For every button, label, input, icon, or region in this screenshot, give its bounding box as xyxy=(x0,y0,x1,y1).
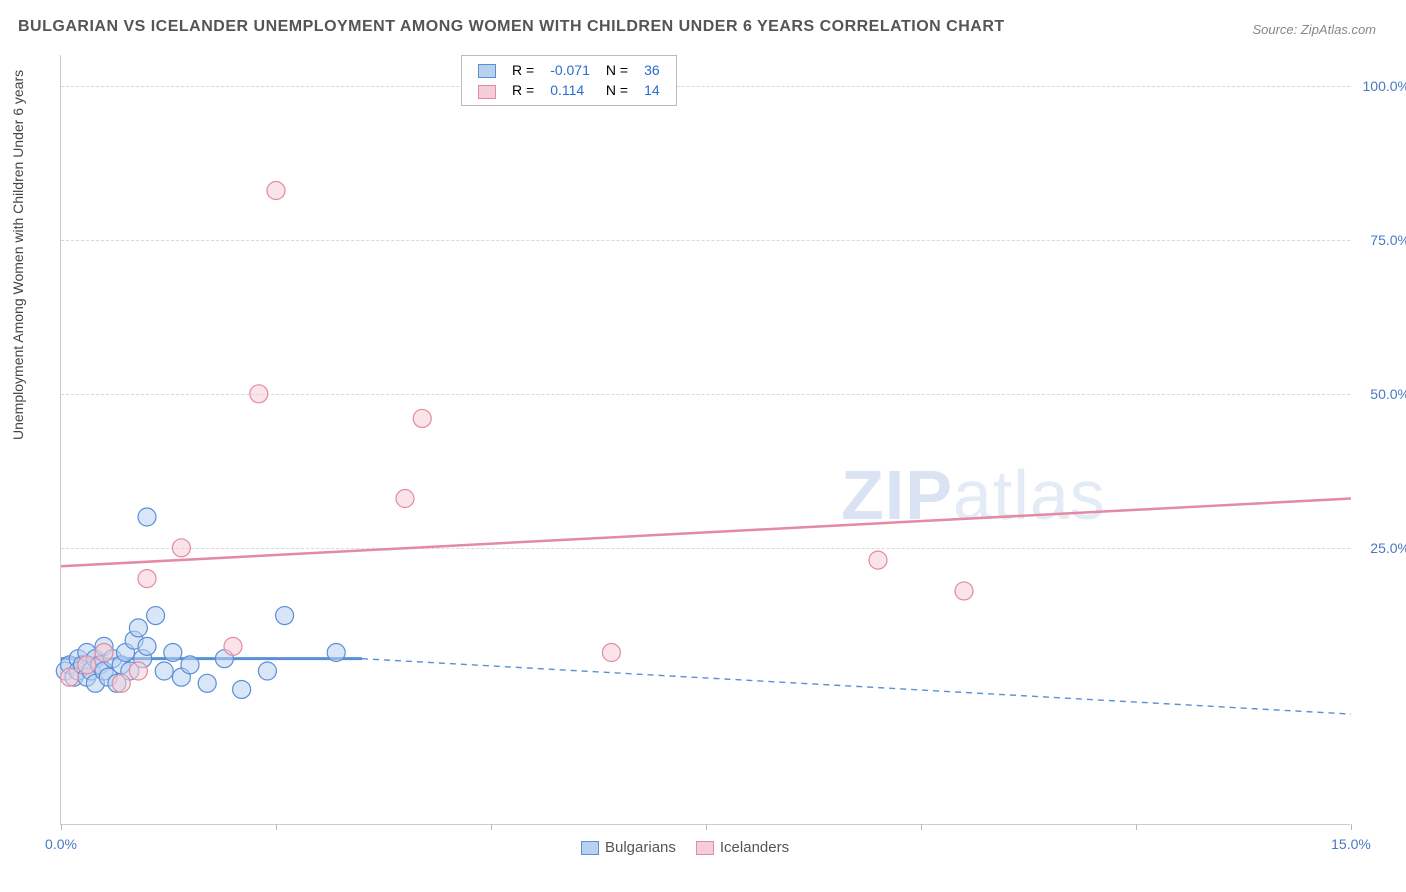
stat-n-label: N = xyxy=(598,80,636,100)
data-point xyxy=(181,656,199,674)
regression-line xyxy=(61,499,1351,567)
x-tick xyxy=(1136,824,1137,830)
x-tick xyxy=(491,824,492,830)
x-tick-label: 15.0% xyxy=(1331,836,1371,852)
x-tick xyxy=(276,824,277,830)
data-point xyxy=(78,656,96,674)
y-tick-label: 100.0% xyxy=(1363,78,1406,94)
regression-line-dashed xyxy=(362,659,1351,714)
stat-row: R =0.114N =14 xyxy=(470,80,668,100)
data-point xyxy=(955,582,973,600)
legend-swatch xyxy=(696,841,714,855)
data-point xyxy=(129,662,147,680)
legend-label: Icelanders xyxy=(720,839,789,856)
data-point xyxy=(258,662,276,680)
series-swatch xyxy=(478,85,496,99)
legend-label: Bulgarians xyxy=(605,839,676,856)
stat-r-value: 0.114 xyxy=(542,80,598,100)
stat-r-value: -0.071 xyxy=(542,60,598,80)
data-point xyxy=(172,539,190,557)
y-tick-label: 75.0% xyxy=(1370,232,1406,248)
x-tick xyxy=(61,824,62,830)
data-point xyxy=(198,674,216,692)
x-tick xyxy=(706,824,707,830)
x-tick-label: 0.0% xyxy=(45,836,77,852)
data-point xyxy=(147,607,165,625)
data-point xyxy=(413,409,431,427)
data-point xyxy=(164,644,182,662)
chart-title: BULGARIAN VS ICELANDER UNEMPLOYMENT AMON… xyxy=(18,18,1005,36)
data-point xyxy=(138,637,156,655)
data-point xyxy=(250,385,268,403)
stat-n-label: N = xyxy=(598,60,636,80)
y-tick-label: 50.0% xyxy=(1370,386,1406,402)
stat-r-label: R = xyxy=(504,80,542,100)
plot-area: ZIPatlas 25.0%50.0%75.0%100.0% 0.0%15.0%… xyxy=(60,55,1350,825)
stat-r-label: R = xyxy=(504,60,542,80)
data-point xyxy=(95,644,113,662)
data-point xyxy=(233,680,251,698)
data-point xyxy=(112,674,130,692)
y-axis-label: Unemployment Among Women with Children U… xyxy=(10,70,26,440)
legend: Bulgarians Icelanders xyxy=(561,839,789,856)
data-point xyxy=(276,607,294,625)
data-point xyxy=(327,644,345,662)
correlation-stat-box: R =-0.071N =36R =0.114N =14 xyxy=(461,55,677,106)
data-point xyxy=(602,644,620,662)
data-point xyxy=(267,182,285,200)
series-swatch xyxy=(478,64,496,78)
chart-svg xyxy=(61,55,1350,824)
data-point xyxy=(138,508,156,526)
x-tick xyxy=(1351,824,1352,830)
data-point xyxy=(138,570,156,588)
data-point xyxy=(396,490,414,508)
data-point xyxy=(129,619,147,637)
stat-n-value: 14 xyxy=(636,80,668,100)
source-attribution: Source: ZipAtlas.com xyxy=(1252,22,1376,37)
data-point xyxy=(155,662,173,680)
data-point xyxy=(869,551,887,569)
data-point xyxy=(61,668,79,686)
stat-n-value: 36 xyxy=(636,60,668,80)
x-tick xyxy=(921,824,922,830)
y-tick-label: 25.0% xyxy=(1370,540,1406,556)
data-point xyxy=(224,637,242,655)
legend-swatch xyxy=(581,841,599,855)
stat-row: R =-0.071N =36 xyxy=(470,60,668,80)
